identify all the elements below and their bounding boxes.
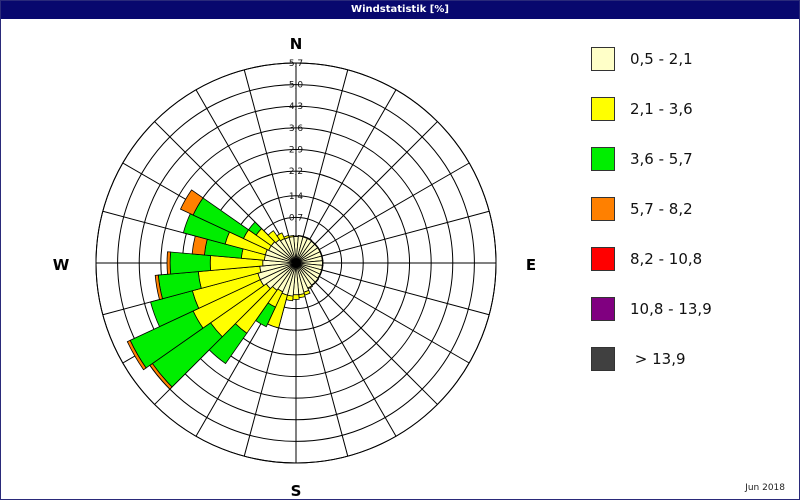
- legend-label: 5,7 - 8,2: [630, 200, 693, 218]
- grid-spoke: [319, 210, 490, 258]
- compass-label-n: N: [290, 35, 303, 53]
- legend-swatch: [591, 347, 615, 371]
- legend-label: 10,8 - 13,9: [630, 300, 712, 318]
- window-title: Windstatistik [%]: [1, 1, 799, 19]
- wind-sector-segment: [166, 251, 172, 275]
- wind-sector-segment: [292, 294, 300, 300]
- wind-sectors: [126, 189, 324, 390]
- legend-swatch: [591, 297, 615, 321]
- grid-spoke: [301, 69, 349, 240]
- compass-label-e: E: [526, 256, 536, 274]
- wind-sector-segment: [179, 189, 204, 216]
- legend-swatch: [591, 97, 615, 121]
- wind-sector-segment: [126, 339, 147, 371]
- grid-spoke: [195, 89, 285, 243]
- grid-spoke: [243, 69, 291, 240]
- grid-spoke: [319, 268, 490, 316]
- legend-swatch: [591, 247, 615, 271]
- wind-sector-segment: [293, 235, 299, 238]
- radial-tick-label: 2,9: [289, 145, 304, 155]
- legend-label: 2,1 - 3,6: [630, 100, 693, 118]
- grid-spoke: [301, 286, 349, 457]
- legend-label: 8,2 - 10,8: [630, 250, 703, 268]
- legend-swatch: [591, 197, 615, 221]
- grid-spoke: [316, 162, 470, 252]
- wind-sector-segment: [154, 274, 163, 301]
- compass-label-w: W: [53, 256, 70, 274]
- radial-tick-label: 0,7: [289, 213, 303, 223]
- radial-tick-label: 3,6: [289, 124, 304, 134]
- grid-spoke: [312, 279, 438, 405]
- grid-spoke: [307, 89, 397, 243]
- compass-labels: N E S W: [53, 35, 536, 499]
- radial-tick-label: 1,4: [289, 192, 304, 202]
- grid-spoke: [307, 283, 397, 437]
- legend-swatch: [591, 147, 615, 171]
- legend-label: 0,5 - 2,1: [630, 50, 693, 68]
- radial-tick-label: 2,2: [289, 167, 303, 177]
- compass-label-s: S: [291, 482, 302, 499]
- grid-spoke: [316, 274, 470, 364]
- wind-sector-segment: [298, 293, 306, 299]
- legend-label: 3,6 - 5,7: [630, 150, 693, 168]
- grid-spoke: [312, 121, 438, 247]
- legend-swatch: [591, 47, 615, 71]
- radial-tick-labels: 0,7 1,4 2,2 2,9 3,6 4,3 5,0 5,7: [289, 59, 304, 223]
- wind-sector-segment: [321, 260, 324, 266]
- radial-tick-label: 5,7: [289, 59, 303, 69]
- radial-tick-label: 4,3: [289, 102, 303, 112]
- radial-tick-label: 5,0: [289, 81, 304, 91]
- wind-sector-segment: [288, 234, 295, 238]
- legend-label: > 13,9: [630, 350, 686, 368]
- wind-sector-segment: [247, 221, 263, 236]
- footer-date: Jun 2018: [745, 483, 785, 493]
